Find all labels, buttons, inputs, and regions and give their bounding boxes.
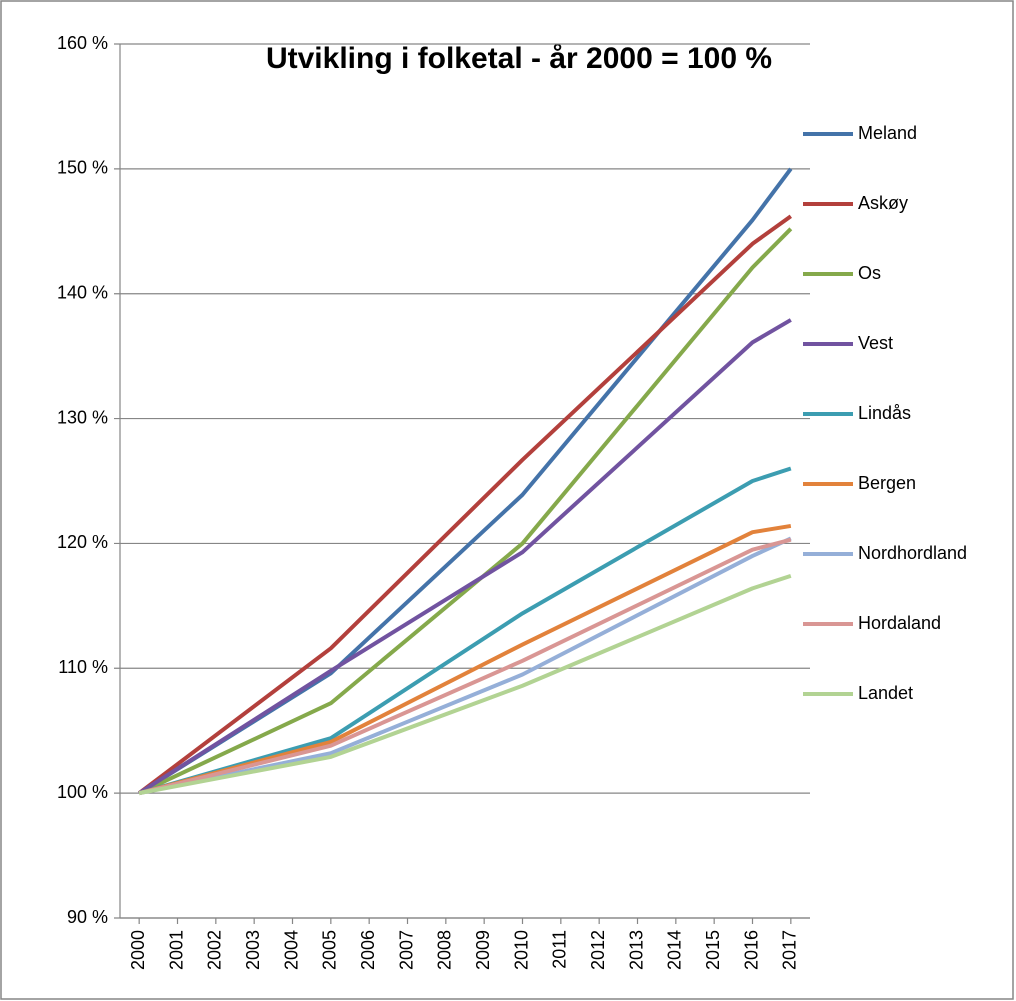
y-tick-label: 140 % [57,282,108,302]
series-line [137,214,792,795]
series-line [138,537,792,796]
series-line [138,466,792,796]
x-tick-label: 2010 [511,930,531,970]
series-line [138,227,793,795]
x-tick-label: 2015 [703,930,723,970]
y-tick-label: 130 % [57,407,108,427]
legend-label: Nordhordland [858,543,967,563]
series-line [138,536,792,796]
x-tick-label: 2014 [665,930,685,970]
x-tick-label: 2004 [281,930,301,970]
legend-label: Os [858,263,881,283]
x-tick-label: 2006 [358,930,378,970]
legend-label: Landet [858,683,913,703]
x-tick-label: 2013 [626,930,646,970]
legend-label: Lindås [858,403,911,423]
x-tick-label: 2008 [435,930,455,970]
x-tick-label: 2009 [473,930,493,970]
x-tick-label: 2017 [780,930,800,970]
x-tick-label: 2005 [320,930,340,970]
x-tick-label: 2012 [588,930,608,970]
series-line [138,573,792,796]
x-tick-label: 2002 [205,930,225,970]
legend-label: Hordaland [858,613,941,633]
legend-label: Meland [858,123,917,143]
series-line [138,318,792,795]
y-tick-label: 110 % [58,657,108,677]
y-tick-label: 120 % [57,532,108,552]
legend-label: Vest [858,333,893,353]
chart-title: Utvikling i folketal - år 2000 = 100 % [266,42,772,75]
x-tick-label: 2003 [243,930,263,970]
x-tick-label: 2016 [741,930,761,970]
x-tick-label: 2007 [396,930,416,970]
legend-label: Bergen [858,473,916,493]
series-line [138,523,792,796]
x-tick-label: 2001 [166,930,186,970]
y-tick-label: 150 % [57,158,108,178]
y-tick-label: 160 % [57,33,108,53]
y-tick-label: 90 % [67,907,108,927]
legend-label: Askøy [858,193,908,213]
x-tick-label: 2000 [128,930,148,970]
x-tick-label: 2011 [550,930,570,969]
y-tick-label: 100 % [57,782,108,802]
